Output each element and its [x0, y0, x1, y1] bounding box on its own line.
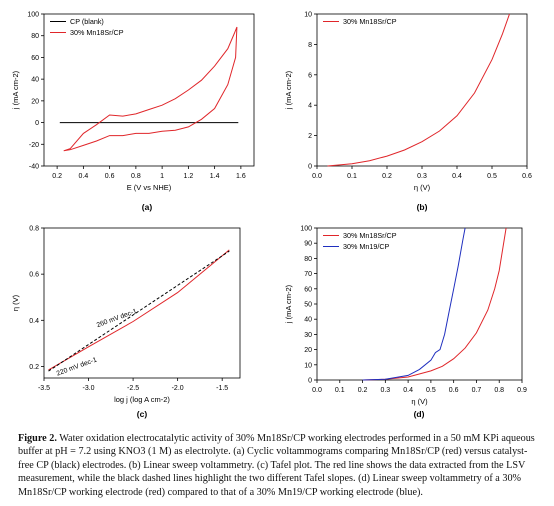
series-line-fit — [48, 250, 230, 372]
x-tick-label: 0.9 — [517, 387, 527, 394]
chart-panel-d: 0.0 0.1 0.2 0.3 0.4 0.5 0.6 0.7 0.8 0.9 0 10 20 30 40 5… — [284, 226, 527, 420]
x-tick-label: 0.8 — [494, 387, 504, 394]
x-tick-label: 0.4 — [79, 173, 89, 180]
y-tick-label: 50 — [304, 302, 312, 309]
x-tick-label: 0.6 — [449, 387, 459, 394]
x-tick-label: -3.0 — [83, 385, 95, 392]
y-tick-label: 6 — [308, 72, 312, 79]
figure-caption: Figure 2. Water oxidation electrocatalyt… — [18, 432, 540, 499]
x-tick-label: 0.7 — [472, 387, 482, 394]
legend-label: 30% Mn18Sr/CP — [70, 28, 124, 37]
y-tick-label: 4 — [308, 103, 312, 110]
y-tick-label: 10 — [304, 12, 312, 19]
panel-label: (c) — [137, 409, 148, 419]
y-tick-label: 8 — [308, 42, 312, 49]
y-tick-label: 40 — [31, 77, 39, 84]
x-tick-label: 0.0 — [312, 173, 322, 180]
panel-label: (a) — [142, 202, 153, 212]
series-line-data — [48, 249, 230, 371]
y-tick-label: 0.4 — [29, 318, 39, 325]
y-tick-label: 0.2 — [29, 364, 39, 371]
x-tick-label: 0.0 — [312, 387, 322, 394]
caption-text: Water oxidation electrocatalytic activit… — [18, 433, 535, 498]
y-tick-label: 80 — [31, 33, 39, 40]
y-tick-label: 100 — [300, 226, 312, 233]
x-tick-label: 0.5 — [487, 173, 497, 180]
y-tick-label: 100 — [27, 12, 39, 19]
y-tick-label: 0 — [35, 120, 39, 127]
y-tick-label: 60 — [31, 55, 39, 62]
x-tick-label: 0.5 — [426, 387, 436, 394]
plot-frame — [316, 13, 528, 167]
annotation-220: 220 mV dec-1 — [56, 356, 98, 377]
x-tick-label: 0.4 — [403, 387, 413, 394]
x-axis-label: η (V) — [411, 397, 428, 406]
legend-label: CP (blank) — [70, 17, 104, 26]
x-tick-label: -1.5 — [216, 385, 228, 392]
y-tick-label: 90 — [304, 241, 312, 248]
y-tick-label: 40 — [304, 317, 312, 324]
y-tick-label: 20 — [304, 347, 312, 354]
x-tick-label: 1.6 — [236, 173, 246, 180]
x-tick-label: 0.3 — [380, 387, 390, 394]
x-axis-label: η (V) — [414, 183, 431, 192]
y-tick-label: 0 — [308, 378, 312, 385]
caption-figure-label: Figure 2. — [18, 433, 57, 444]
x-tick-label: 0.3 — [417, 173, 427, 180]
x-tick-label: -3.5 — [38, 385, 50, 392]
y-axis-label: η (V) — [11, 294, 20, 311]
series-line-30-mn18sr-cp — [362, 227, 507, 381]
x-tick-label: 0.4 — [452, 173, 462, 180]
x-tick-label: 0.6 — [522, 173, 532, 180]
x-tick-label: 1.2 — [184, 173, 194, 180]
series-line-30-mn18sr-cp — [63, 26, 238, 152]
x-tick-label: 0.1 — [335, 387, 345, 394]
legend-label: 30% Mn18Sr/CP — [343, 17, 397, 26]
chart-panel-c: -3.5 -3.0 -2.5 -2.0 -1.5 0.2 0.4 0.6 0.8 log j (l… — [11, 226, 241, 419]
y-tick-label: 0.6 — [29, 272, 39, 279]
y-tick-label: 70 — [304, 271, 312, 278]
y-tick-label: 60 — [304, 286, 312, 293]
y-tick-label: -40 — [29, 164, 39, 171]
x-tick-label: 0.8 — [131, 173, 141, 180]
y-tick-label: -20 — [29, 142, 39, 149]
y-tick-label: 20 — [31, 98, 39, 105]
y-axis-label: j (mA cm-2) — [284, 284, 293, 324]
y-tick-label: 0.8 — [29, 226, 39, 233]
series-line-30-mn18sr-cp — [327, 13, 510, 167]
chart-panel-b: 0.0 0.1 0.2 0.3 0.4 0.5 0.6 0 2 4 6 8 10 η (V) j (mA c… — [284, 12, 532, 213]
panel-label: (d) — [414, 409, 425, 419]
y-tick-label: 10 — [304, 362, 312, 369]
x-tick-label: 0.2 — [382, 173, 392, 180]
x-tick-label: 0.2 — [358, 387, 368, 394]
x-axis-label: E (V vs NHE) — [127, 183, 172, 192]
legend-label: 30% Mn18Sr/CP — [343, 231, 397, 240]
x-axis-label: log j (log A cm-2) — [114, 395, 170, 404]
panel-label: (b) — [417, 202, 428, 212]
y-tick-label: 2 — [308, 133, 312, 140]
x-tick-label: -2.5 — [127, 385, 139, 392]
plot-frame — [43, 13, 255, 167]
y-axis-label: j (mA cm-2) — [11, 70, 20, 110]
legend-label: 30% Mn19/CP — [343, 242, 390, 251]
y-tick-label: 80 — [304, 256, 312, 263]
x-tick-label: 0.2 — [52, 173, 62, 180]
x-tick-label: 0.1 — [347, 173, 357, 180]
x-tick-label: 1 — [160, 173, 164, 180]
x-tick-label: 0.6 — [105, 173, 115, 180]
y-tick-label: 0 — [308, 164, 312, 171]
y-axis-label: j (mA cm-2) — [284, 70, 293, 110]
series-line-30-mn19-cp — [362, 227, 466, 381]
x-tick-label: -2.0 — [172, 385, 184, 392]
y-tick-label: 30 — [304, 332, 312, 339]
plot-frame — [43, 227, 241, 379]
chart-panel-a: 0.2 0.4 0.6 0.8 1 1.2 1.4 1.6 -40 -20 0 20 40 60 80 100… — [11, 12, 255, 212]
x-tick-label: 1.4 — [210, 173, 220, 180]
